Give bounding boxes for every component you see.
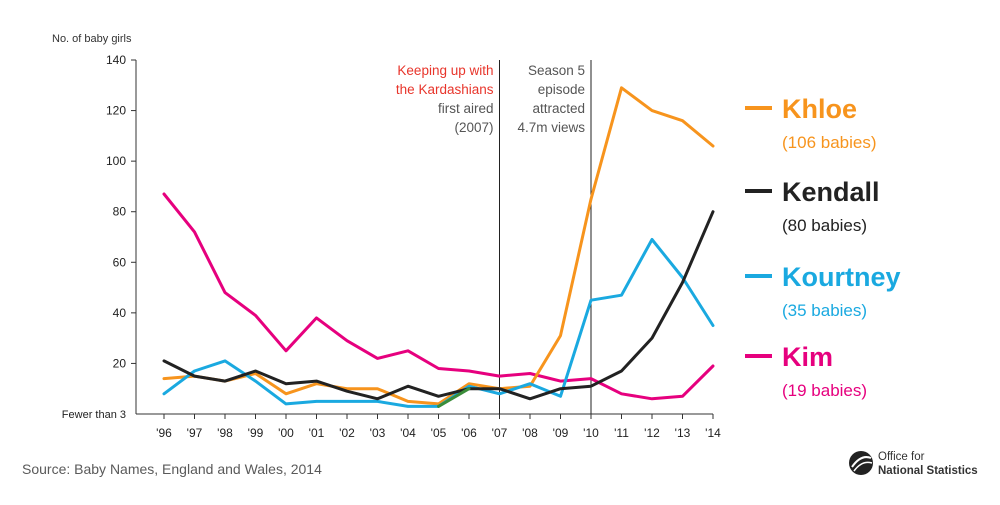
y-tick-label: 40 <box>113 306 127 320</box>
legend-detail-kim: (19 babies) <box>782 381 867 400</box>
y-tick-label: 60 <box>113 255 127 269</box>
legend-detail-kendall: (80 babies) <box>782 216 867 235</box>
x-tick-label: '96 <box>156 426 172 440</box>
source-note: Source: Baby Names, England and Wales, 2… <box>22 461 322 477</box>
annotation-text: Season 5 <box>528 63 585 78</box>
x-tick-label: '98 <box>217 426 233 440</box>
x-tick-label: '97 <box>187 426 203 440</box>
x-tick-label: '10 <box>583 426 599 440</box>
x-tick-label: '05 <box>431 426 447 440</box>
y-floor-label: Fewer than 3 <box>62 409 126 421</box>
x-tick-label: '03 <box>370 426 386 440</box>
x-tick-label: '13 <box>675 426 691 440</box>
ons-logo-icon <box>849 451 873 475</box>
x-tick-label: '01 <box>309 426 325 440</box>
legend-name-khloe: Khloe <box>782 94 857 124</box>
x-tick-label: '12 <box>644 426 660 440</box>
series-line-kendall <box>162 210 715 401</box>
x-tick-label: '04 <box>400 426 416 440</box>
annotation-text: episode <box>538 82 585 97</box>
ons-logo-line2: National Statistics <box>878 465 978 477</box>
ons-logo-text: Office for National Statistics <box>878 450 978 478</box>
series-line-extra <box>437 387 471 408</box>
y-axis-title: No. of baby girls <box>52 33 132 45</box>
x-tick-label: '00 <box>278 426 294 440</box>
legend-name-kendall: Kendall <box>782 177 880 207</box>
annotation-highlight-text: the Kardashians <box>396 82 494 97</box>
legend-name-kourtney: Kourtney <box>782 262 901 292</box>
x-tick-label: '99 <box>248 426 264 440</box>
annotation-text: (2007) <box>454 120 493 135</box>
x-tick-label: '09 <box>553 426 569 440</box>
series-line-khloe <box>162 86 715 406</box>
y-tick-label: 140 <box>106 53 126 67</box>
x-tick-label: '14 <box>705 426 721 440</box>
legend-name-kim: Kim <box>782 342 833 372</box>
legend-detail-kourtney: (35 babies) <box>782 301 867 320</box>
annotation-text: first aired <box>438 101 494 116</box>
x-tick-label: '02 <box>339 426 355 440</box>
y-tick-label: 20 <box>113 356 127 370</box>
ons-logo-line1: Office for <box>878 451 925 463</box>
x-tick-label: '11 <box>614 426 629 440</box>
series-line-kim <box>162 192 715 401</box>
annotation-highlight-text: Keeping up with <box>397 63 493 78</box>
x-tick-label: '07 <box>492 426 508 440</box>
y-tick-label: 120 <box>106 104 126 118</box>
annotation-text: attracted <box>532 101 585 116</box>
x-tick-label: '06 <box>461 426 477 440</box>
ons-logo: Office for National Statistics <box>848 446 988 486</box>
legend-detail-khloe: (106 babies) <box>782 133 877 152</box>
annotation-text: 4.7m views <box>517 120 585 135</box>
y-tick-label: 80 <box>113 205 127 219</box>
y-tick-label: 100 <box>106 154 126 168</box>
x-tick-label: '08 <box>522 426 538 440</box>
series-line-kourtney <box>162 238 715 408</box>
